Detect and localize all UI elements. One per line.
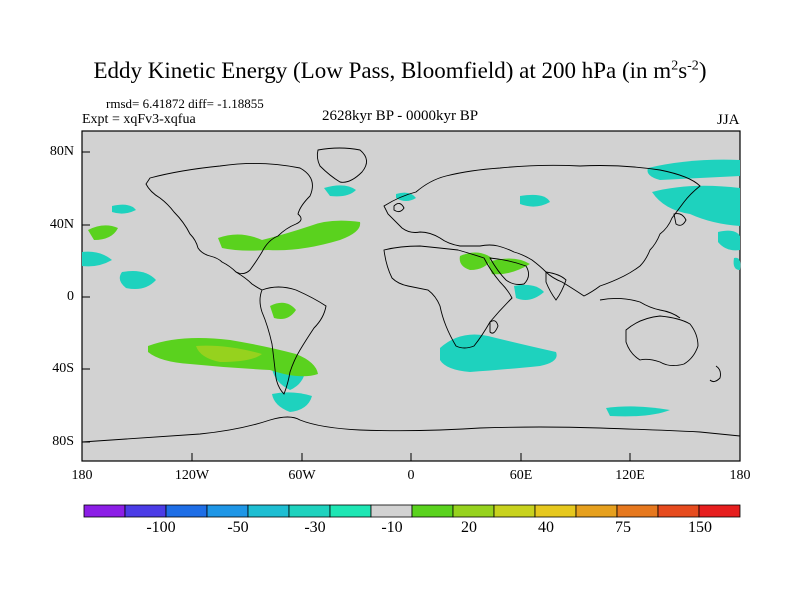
lon-tick-label: 0 bbox=[407, 468, 415, 483]
pos-region-mediterranean bbox=[459, 252, 492, 270]
coast-north-america bbox=[145, 162, 313, 275]
neg-region-indian-ocean bbox=[440, 334, 557, 372]
axis-ticks bbox=[81, 151, 741, 461]
neg-region-east-pacific bbox=[718, 230, 740, 251]
lon-tick-label: 120W bbox=[174, 468, 210, 483]
lat-tick-label: 40S bbox=[52, 361, 74, 376]
colorbar-swatch bbox=[657, 504, 700, 518]
lon-tick-label: 180 bbox=[71, 468, 93, 483]
lon-tick-label: 60W bbox=[288, 468, 316, 483]
colorbar-swatch bbox=[288, 504, 331, 518]
lat-tick-label: 80N bbox=[49, 144, 74, 159]
neg-region-europe bbox=[520, 194, 550, 207]
lat-tick-label: 0 bbox=[67, 289, 74, 304]
stats-label: rmsd= 6.41872 diff= -1.18855 bbox=[106, 96, 264, 111]
map-frame bbox=[81, 130, 741, 462]
pos-region-n-america bbox=[218, 220, 361, 251]
coastlines bbox=[81, 147, 741, 443]
colorbar-label: 20 bbox=[461, 519, 477, 536]
colorbar-swatch bbox=[698, 504, 741, 518]
colorbar-swatch bbox=[575, 504, 618, 518]
colorbar-swatch bbox=[534, 504, 577, 518]
neg-region-southern-ocean bbox=[606, 406, 670, 417]
colorbar-label: 75 bbox=[615, 519, 631, 536]
coast-central-america bbox=[235, 271, 263, 291]
lon-tick-label: 180 bbox=[729, 468, 751, 483]
lon-tick-label: 120E bbox=[615, 468, 645, 483]
coast-new-zealand bbox=[709, 365, 721, 383]
anomaly-contours bbox=[82, 159, 741, 417]
lat-tick-label: 40N bbox=[49, 217, 74, 232]
colorbar-swatch bbox=[329, 504, 372, 518]
experiment-label: Expt = xqFv3-xqfua bbox=[82, 112, 196, 127]
colorbar-swatch bbox=[206, 504, 249, 518]
colorbar-swatch bbox=[370, 504, 413, 518]
colorbar bbox=[83, 504, 741, 518]
colorbar-swatch bbox=[247, 504, 290, 518]
coast-africa bbox=[383, 245, 513, 349]
neg-region-nw-pacific bbox=[652, 185, 740, 226]
colorbar-swatch bbox=[165, 504, 208, 518]
colorbar-swatch bbox=[124, 504, 167, 518]
coast-australia bbox=[625, 315, 699, 367]
coast-antarctica bbox=[81, 416, 741, 443]
colorbar-label: -30 bbox=[304, 519, 326, 536]
coast-south-america bbox=[259, 286, 327, 395]
season-label: JJA bbox=[717, 112, 740, 128]
period-label: 2628kyr BP - 0000kyr BP bbox=[321, 108, 479, 124]
coast-europe-asia bbox=[383, 164, 701, 297]
coast-greenland bbox=[316, 147, 367, 183]
colorbar-label: -10 bbox=[381, 519, 403, 536]
coast-uk bbox=[393, 203, 405, 213]
colorbar-swatch bbox=[411, 504, 454, 518]
colorbar-swatch bbox=[493, 504, 536, 518]
lon-tick-label: 60E bbox=[509, 468, 533, 483]
neg-region-ne-pacific bbox=[112, 204, 136, 214]
pos-region-n-pacific-west bbox=[88, 225, 118, 240]
colorbar-label: -50 bbox=[227, 519, 249, 536]
neg-region-north-pacific bbox=[647, 159, 740, 180]
colorbar-label: 40 bbox=[538, 519, 554, 536]
chart-title: Eddy Kinetic Energy (Low Pass, Bloomfiel… bbox=[93, 58, 707, 83]
pos-region-south-america bbox=[270, 302, 296, 319]
neg-region-equatorial-pacific bbox=[119, 271, 156, 289]
neg-region-drake bbox=[272, 392, 312, 412]
coast-japan bbox=[673, 213, 687, 226]
colorbar-label: -100 bbox=[146, 519, 176, 536]
coast-india bbox=[545, 271, 567, 301]
pos-region-mideast bbox=[488, 258, 530, 275]
neg-region-hawaii bbox=[733, 257, 741, 270]
pos-region-south-pacific-core bbox=[196, 345, 262, 362]
coast-arabia bbox=[489, 257, 529, 285]
lat-tick-label: 80S bbox=[52, 434, 74, 449]
coast-indonesia bbox=[599, 297, 681, 319]
neg-region-atlantic-2 bbox=[396, 192, 416, 201]
colorbar-swatch bbox=[452, 504, 495, 518]
coast-madagascar bbox=[489, 320, 499, 334]
colorbar-label: 150 bbox=[688, 519, 712, 536]
neg-region-n-atlantic bbox=[324, 185, 356, 197]
colorbar-swatch bbox=[83, 504, 126, 518]
neg-region-arabian-sea bbox=[514, 284, 544, 300]
neg-region-pacific-west bbox=[82, 251, 112, 267]
colorbar-swatch bbox=[616, 504, 659, 518]
